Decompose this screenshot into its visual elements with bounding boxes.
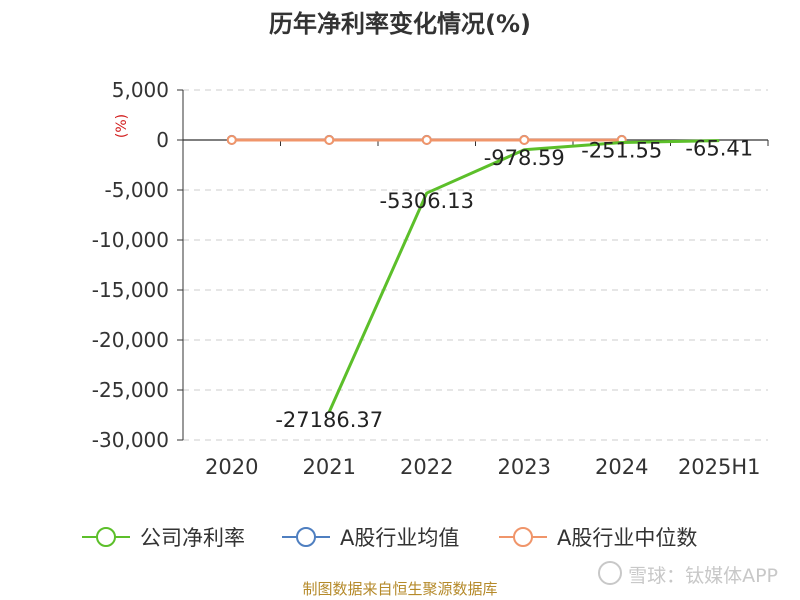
data-label: -27186.37 <box>275 408 383 432</box>
series-layer <box>226 134 720 413</box>
x-tick-labels: 2020 2021 2022 2023 2024 2025H1 <box>205 455 761 479</box>
legend[interactable]: 公司净利率 A股行业均值 A股行业中位数 <box>82 526 697 550</box>
x-tick-label: 2025H1 <box>678 455 761 479</box>
data-label: -251.55 <box>581 139 662 163</box>
x-tick-label: 2020 <box>205 455 258 479</box>
x-tick-label: 2022 <box>400 455 453 479</box>
legend-label: A股行业中位数 <box>557 526 697 550</box>
series-point <box>421 134 432 145</box>
y-tick-label: -15,000 <box>92 278 169 302</box>
y-tick-label: 5,000 <box>112 78 169 102</box>
legend-marker <box>513 527 533 547</box>
grid-lines <box>183 89 768 441</box>
watermark: 雪球：钛媒体APP <box>598 561 778 588</box>
watermark-text: 雪球：钛媒体APP <box>628 565 778 587</box>
data-label: -5306.13 <box>380 189 474 213</box>
data-labels: -27186.37 -5306.13 -978.59 -251.55 -65.41 <box>275 137 753 432</box>
series-0 <box>327 139 720 413</box>
x-tick-label: 2021 <box>303 455 356 479</box>
data-label: -65.41 <box>685 137 753 161</box>
chart-title: 历年净利率变化情况(%) <box>269 10 531 38</box>
legend-marker <box>296 527 316 547</box>
legend-marker <box>96 527 116 547</box>
series-point <box>226 134 237 145</box>
x-tick-label: 2024 <box>595 455 648 479</box>
y-tick-label: -25,000 <box>92 378 169 402</box>
data-source-note: 制图数据来自恒生聚源数据库 <box>302 580 498 598</box>
y-tick-label: -30,000 <box>92 428 169 452</box>
series-2 <box>226 134 627 145</box>
series-line <box>327 139 720 413</box>
y-tick-label: 0 <box>156 128 169 152</box>
y-tick-label: -20,000 <box>92 328 169 352</box>
legend-label: 公司净利率 <box>140 526 245 550</box>
x-tick-label: 2023 <box>498 455 551 479</box>
y-tick-labels: 5,000 0 -5,000 -10,000 -15,000 -20,000 -25,000… <box>92 78 169 452</box>
legend-item-1[interactable]: A股行业均值 <box>282 526 459 550</box>
legend-item-2[interactable]: A股行业中位数 <box>499 526 697 550</box>
legend-item-0[interactable]: 公司净利率 <box>82 526 245 550</box>
y-tick-label: -10,000 <box>92 228 169 252</box>
series-point <box>324 134 335 145</box>
legend-label: A股行业均值 <box>340 526 459 550</box>
series-point <box>519 134 530 145</box>
y-unit-label: (%) <box>114 114 130 138</box>
data-label: -978.59 <box>484 146 565 170</box>
snowball-logo-icon <box>598 561 623 585</box>
y-tick-label: -5,000 <box>105 178 169 202</box>
